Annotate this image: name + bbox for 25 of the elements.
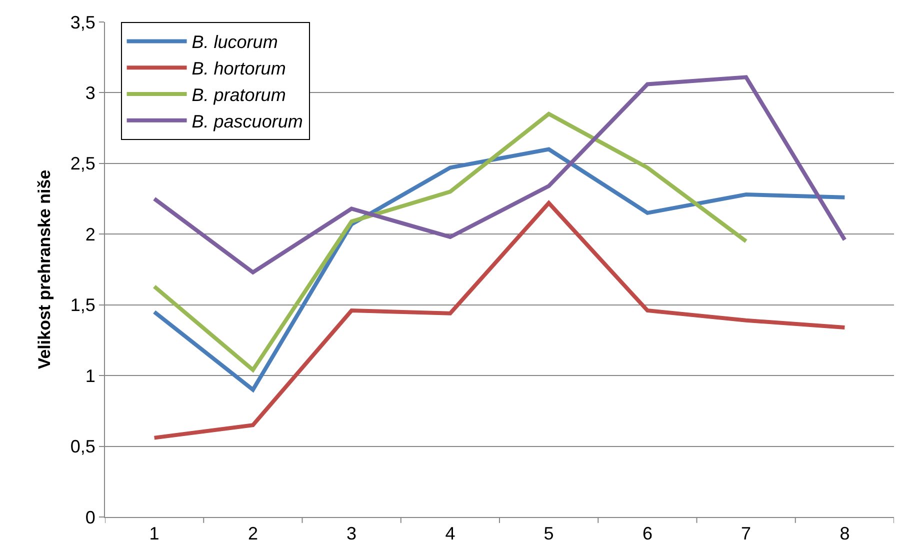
legend-label: B. pascuorum: [192, 111, 303, 132]
line-series: [152, 147, 847, 392]
x-tick-label: 7: [741, 524, 752, 544]
y-tick-label: 3,5: [70, 12, 96, 32]
x-tick-label: 1: [149, 524, 160, 544]
legend-label: B. hortorum: [192, 58, 286, 79]
y-tick-label: 0: [85, 507, 96, 528]
x-tick-label: 8: [840, 524, 850, 544]
legend-label: B. lucorum: [192, 32, 278, 52]
x-tick-label: 5: [544, 524, 554, 544]
y-tick-label: 0,5: [70, 436, 96, 457]
y-tick-label: 1,5: [70, 295, 96, 316]
y-tick-label: 2,5: [70, 154, 96, 174]
x-tick-label: 6: [642, 524, 652, 544]
line-series: [152, 201, 847, 440]
line-series: [152, 75, 847, 274]
y-tick-label: 1: [85, 366, 96, 386]
legend-label: B. pratorum: [192, 85, 286, 106]
x-tick-label: 3: [346, 524, 357, 544]
y-tick-label: 3: [85, 83, 96, 104]
y-axis-title: Velikost prehranske niše: [34, 170, 54, 370]
y-tick-label: 2: [85, 224, 96, 244]
x-tick-label: 4: [445, 524, 456, 544]
x-tick-label: 2: [248, 524, 258, 544]
line-series: [152, 112, 748, 372]
